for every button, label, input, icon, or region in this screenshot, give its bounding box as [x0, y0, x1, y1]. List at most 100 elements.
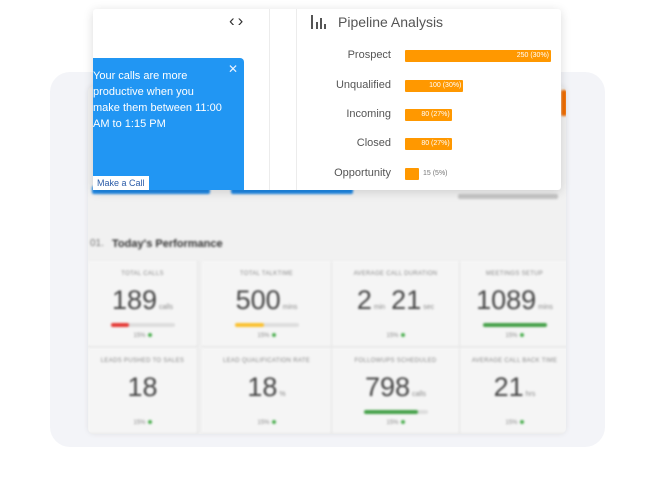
dashboard-content: 01. Today's Performance TOTAL CALLS 189 ca…	[88, 86, 566, 434]
pipeline-bar-label: 15 (5%)	[423, 170, 448, 177]
performance-tile: TOTAL CALLS 189 calls 15%	[88, 261, 198, 347]
tile-progress-fill	[111, 323, 129, 327]
tile-unit: calls	[412, 391, 427, 398]
tile-label: AVERAGE CALL DURATION	[353, 271, 438, 277]
tile-unit: hrs	[525, 391, 536, 398]
pipeline-label: Opportunity	[334, 167, 391, 179]
tile-value: 18%	[202, 372, 331, 403]
pipeline-bar-label: 250 (30%)	[516, 52, 549, 59]
tile-progress-bar	[111, 323, 175, 327]
tile-label: LEADS PUSHED TO SALES	[100, 358, 185, 364]
tile-value-number: 21	[493, 372, 524, 402]
chevron-right-icon[interactable]: ›	[237, 11, 247, 30]
close-icon[interactable]: ✕	[227, 62, 238, 76]
blurred-button	[231, 186, 353, 194]
pipeline-label: Closed	[356, 137, 391, 149]
tile-percent-value: 15%	[257, 420, 270, 426]
tile-percent: 15%	[202, 420, 331, 426]
blurred-bar	[561, 90, 566, 116]
tile-value: 500 mins	[202, 285, 331, 316]
tile-progress-bar	[235, 323, 299, 327]
tile-percent-value: 15%	[505, 420, 518, 426]
tile-unit: calls	[159, 304, 174, 311]
pipeline-label: Prospect	[347, 49, 391, 61]
chevron-left-icon[interactable]: ‹	[229, 11, 238, 30]
tile-value-number: 21	[391, 285, 422, 315]
tile-percent: 15%	[88, 420, 197, 426]
pipeline-bar	[405, 168, 419, 180]
tile-percent: 15%	[202, 333, 331, 339]
top-panel: ‹› Your calls are more productive when y…	[93, 9, 561, 190]
tile-percent: 15%	[332, 333, 459, 339]
status-dot-icon	[519, 420, 524, 424]
tile-value: 18	[88, 372, 197, 403]
divider	[296, 9, 297, 190]
tile-value: 798 calls	[332, 372, 459, 403]
tile-percent-value: 15%	[133, 420, 146, 426]
tile-value: 1089 mins	[460, 285, 566, 316]
tile-unit: mins	[538, 304, 553, 311]
tile-value: 2 min 21 sec	[332, 285, 459, 316]
tile-percent: 15%	[460, 420, 566, 426]
tip-card: Your calls are more productive when you …	[93, 58, 244, 190]
tile-unit: min	[373, 304, 386, 311]
performance-tile: LEAD QUALIFICATION RATE 18% 15%	[202, 348, 332, 434]
status-dot-icon	[400, 333, 405, 337]
pipeline-bar-label: 100 (30%)	[429, 82, 462, 89]
call-tip-area: ‹› Your calls are more productive when y…	[93, 9, 268, 190]
pipeline-label: Unqualified	[335, 79, 391, 91]
pipeline-bar: 100 (30%)	[405, 80, 464, 92]
pipeline-label: Incoming	[346, 108, 391, 120]
tile-unit: %	[279, 391, 286, 398]
tile-percent-value: 15%	[386, 333, 399, 339]
status-dot-icon	[271, 333, 276, 337]
tile-label: LEAD QUALIFICATION RATE	[222, 358, 311, 364]
tile-percent: 15%	[88, 333, 197, 339]
tile-percent-value: 15%	[257, 333, 270, 339]
nav-arrows: ‹›	[229, 11, 246, 31]
pipeline-bar: 80 (27%)	[405, 109, 452, 121]
tile-value-number: 500	[235, 285, 281, 315]
pipeline-bar-label: 80 (27%)	[421, 140, 450, 147]
performance-prefix: 01.	[90, 238, 104, 249]
blurred-button	[92, 186, 210, 194]
pipeline-bar: 250 (30%)	[405, 50, 551, 62]
tile-value-number: 189	[111, 285, 158, 315]
status-dot-icon	[400, 420, 405, 424]
tile-percent-value: 15%	[386, 420, 399, 426]
tile-progress-fill	[235, 323, 264, 327]
tile-unit: sec	[423, 304, 435, 311]
blurred-text	[458, 194, 558, 199]
tile-value: 189 calls	[88, 285, 197, 316]
pipeline-bar-label: 80 (27%)	[421, 111, 450, 118]
tile-progress-bar	[364, 410, 428, 414]
tile-label: TOTAL CALLS	[121, 271, 164, 277]
status-dot-icon	[519, 333, 524, 337]
status-dot-icon	[147, 420, 152, 424]
tile-value-number: 1089	[476, 285, 537, 315]
bar-chart-icon	[311, 15, 326, 29]
performance-tile: AVERAGE CALL BACK TIME 21 hrs 15%	[460, 348, 566, 434]
tile-value-number: 18	[127, 372, 158, 402]
pipeline-title: Pipeline Analysis	[338, 14, 444, 30]
tile-label: MEETINGS SETUP	[485, 271, 544, 277]
performance-tile: LEADS PUSHED TO SALES 18 15%	[88, 348, 198, 434]
performance-tile: MEETINGS SETUP 1089 mins 15%	[460, 261, 566, 347]
tile-value-number: 798	[364, 372, 411, 402]
tile-value-number: 2	[356, 285, 372, 315]
tile-progress-bar	[483, 323, 547, 327]
divider	[269, 9, 270, 190]
tile-label: FOLLOWUPS SCHEDULED	[354, 358, 437, 364]
tile-progress-fill	[483, 323, 547, 327]
make-call-button[interactable]: Make a Call	[93, 176, 149, 190]
tile-percent: 15%	[460, 333, 566, 339]
pipeline-bar: 80 (27%)	[405, 138, 452, 150]
tile-progress-fill	[364, 410, 419, 414]
status-dot-icon	[147, 333, 152, 337]
pipeline-header: Pipeline Analysis	[310, 11, 443, 33]
performance-tile: FOLLOWUPS SCHEDULED 798 calls 15%	[332, 348, 460, 434]
tile-unit: mins	[282, 304, 298, 311]
tile-label: TOTAL TALKTIME	[239, 271, 294, 277]
tile-percent: 15%	[332, 420, 459, 426]
tile-percent-value: 15%	[133, 333, 146, 339]
